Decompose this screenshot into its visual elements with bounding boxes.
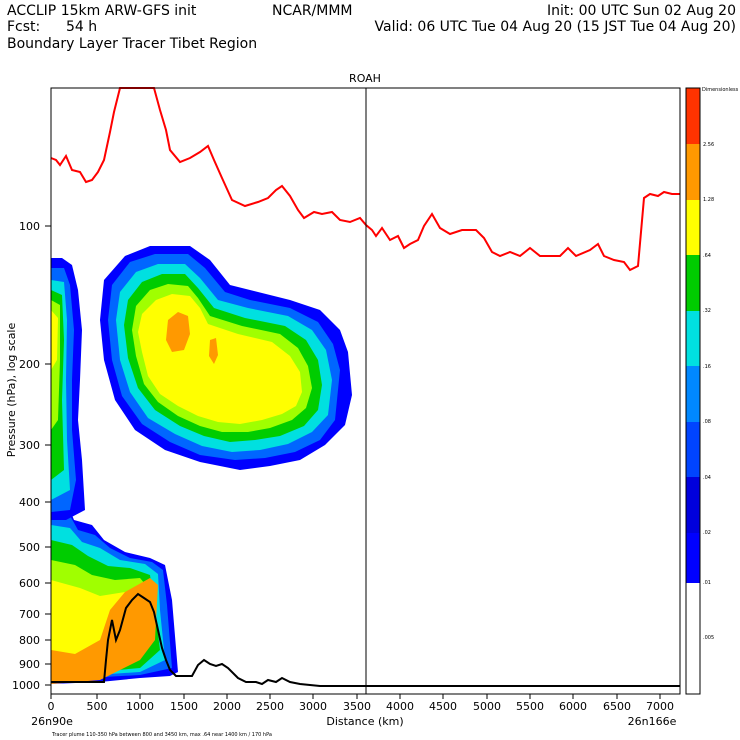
header-valid-time: Valid: 06 UTC Tue 04 Aug 20 (15 JST Tue …: [375, 19, 736, 35]
column-level-32: [51, 310, 58, 370]
y-axis: 100 200 300 400 500 600 700 800 900 1000…: [5, 220, 51, 692]
colorbar-label-7: .04: [703, 475, 711, 481]
upper-plume-level-64-core: [166, 312, 190, 352]
y-tick-label-500: 500: [19, 541, 40, 554]
y-tick-label-300: 300: [19, 439, 40, 452]
colorbar-bin-7: [686, 422, 700, 477]
x-end-location: 26n166e: [628, 715, 677, 728]
y-tick-label-900: 900: [19, 658, 40, 671]
colorbar-label-6: .08: [703, 419, 711, 425]
x-tick-label-1000: 1000: [126, 700, 154, 713]
colorbar-bin-10: [686, 583, 700, 694]
y-axis-label: Pressure (hPa), log scale: [5, 323, 18, 458]
y-tick-label-800: 800: [19, 634, 40, 647]
x-tick-label-2000: 2000: [213, 700, 241, 713]
colorbar-bin-8: [686, 477, 700, 533]
terrain-line: [51, 592, 680, 687]
y-tick-label-600: 600: [19, 577, 40, 590]
x-axis-label: Distance (km): [326, 715, 403, 728]
plot-frame: [50, 87, 681, 695]
colorbar-bin-5: [686, 311, 700, 366]
header-model-title: ACCLIP 15km ARW-GFS init: [7, 3, 197, 19]
x-tick-label-6500: 6500: [603, 700, 631, 713]
colorbar-label-4: .32: [703, 308, 711, 314]
colorbar-label-3: .64: [703, 253, 711, 259]
x-tick-label-4000: 4000: [386, 700, 414, 713]
y-tick-label-400: 400: [19, 496, 40, 509]
x-axis: 0 500 1000 1500 2000 2500 3000 3500 4000…: [31, 694, 677, 728]
plume-annotation: Tracer plume 110-350 hPa between 800 and…: [51, 732, 272, 738]
colorbar-label-8: .02: [703, 530, 711, 536]
colorbar-label-9: .01: [703, 580, 711, 586]
header-forecast-label: Fcst:: [7, 19, 40, 35]
y-tick-label-100: 100: [19, 220, 40, 233]
x-tick-label-6000: 6000: [559, 700, 587, 713]
x-tick-label-1500: 1500: [170, 700, 198, 713]
colorbar-bin-2: [686, 144, 700, 200]
upper-plume-level-64-spot: [209, 338, 218, 364]
chart-title: ROAH: [349, 72, 381, 85]
tracer-lower-plume: [51, 498, 178, 684]
colorbar-bin-6: [686, 366, 700, 422]
tracer-upper-plume: [100, 246, 352, 470]
colorbar-bin-3: [686, 200, 700, 255]
y-tick-label-700: 700: [19, 608, 40, 621]
colorbar-label-5: .16: [703, 364, 711, 370]
x-tick-label-7000: 7000: [646, 700, 674, 713]
header-init-time: Init: 00 UTC Sun 02 Aug 20: [547, 3, 736, 19]
x-tick-label-500: 500: [87, 700, 108, 713]
colorbar-label-top: Dimensionless: [702, 87, 739, 93]
y-tick-label-200: 200: [19, 358, 40, 371]
tracer-column: [51, 258, 85, 520]
colorbar-label-1: 2.56: [703, 142, 714, 148]
lower-plume-level-64: [51, 578, 158, 684]
y-tick-label-1000: 1000: [12, 679, 40, 692]
header-field-title: Boundary Layer Tracer Tibet Region: [7, 36, 257, 52]
x-tick-label-5000: 5000: [473, 700, 501, 713]
colorbar-label-10: .005: [703, 635, 714, 641]
colorbar-bin-1: [686, 88, 700, 144]
x-tick-label-0: 0: [48, 700, 55, 713]
colorbar: Dimensionless 2.56 1.28 .64 .32 .16 .08 …: [685, 87, 739, 695]
x-start-location: 26n90e: [31, 715, 73, 728]
x-tick-label-2500: 2500: [256, 700, 284, 713]
x-tick-label-3000: 3000: [299, 700, 327, 713]
colorbar-label-2: 1.28: [703, 197, 714, 203]
header-organization: NCAR/MMM: [272, 3, 353, 19]
header-forecast-value: 54 h: [66, 19, 97, 35]
x-tick-label-5500: 5500: [516, 700, 544, 713]
x-tick-label-3500: 3500: [343, 700, 371, 713]
colorbar-frame: [685, 87, 701, 695]
colorbar-bin-9: [686, 533, 700, 583]
colorbar-bin-4: [686, 255, 700, 311]
x-tick-label-4500: 4500: [429, 700, 457, 713]
